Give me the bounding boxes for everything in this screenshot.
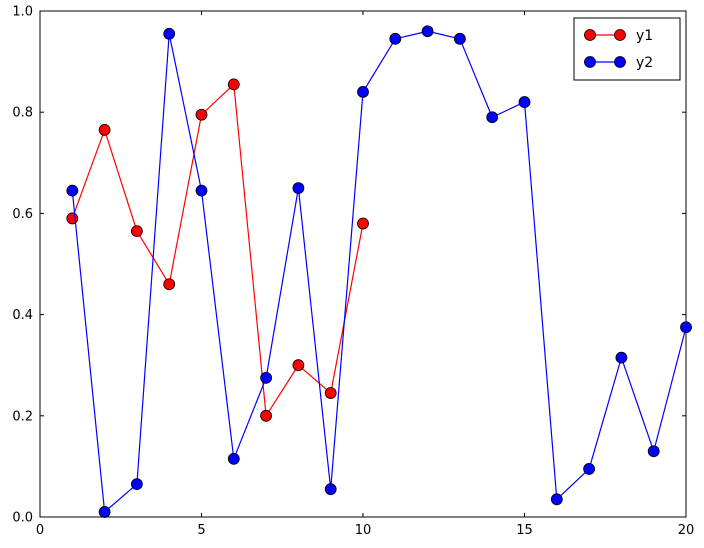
series-marker-y2 <box>227 452 240 465</box>
series-marker-y1 <box>260 409 273 422</box>
series-marker-y1 <box>292 359 305 372</box>
x-tick-label: 10 <box>355 523 372 538</box>
series-marker-y2 <box>453 32 466 45</box>
series-marker-y2 <box>518 96 531 108</box>
x-tick-label: 20 <box>678 523 695 538</box>
series-marker-y2 <box>163 27 176 40</box>
y-tick-label: 0.2 <box>12 409 33 424</box>
series-marker-y1 <box>227 78 240 91</box>
legend-label-y1: y1 <box>636 28 653 44</box>
y-tick-label: 0.4 <box>12 308 33 323</box>
series-marker-y2 <box>324 483 337 496</box>
series-marker-y2 <box>292 182 305 195</box>
x-tick-label: 0 <box>36 523 44 538</box>
y-tick-label: 1.0 <box>12 5 33 20</box>
series-marker-y2 <box>421 25 434 38</box>
series-marker-y2 <box>550 493 563 506</box>
series-marker-y2 <box>583 463 595 475</box>
series-marker-y2 <box>680 321 692 334</box>
series-marker-y1 <box>324 387 337 399</box>
series-line-y2 <box>71 30 687 513</box>
series-marker-y2 <box>130 478 143 491</box>
series-marker-y1 <box>130 225 143 238</box>
y-tick-label: 0.0 <box>12 511 33 526</box>
series-marker-y2 <box>195 184 208 197</box>
series-marker-y1 <box>163 278 176 291</box>
series-marker-y2 <box>260 371 273 384</box>
y-tick-label: 0.6 <box>12 207 33 222</box>
series-marker-y2 <box>647 445 660 458</box>
x-tick-label: 15 <box>516 523 533 538</box>
series-marker-y2 <box>66 184 79 197</box>
legend-box <box>573 17 681 81</box>
series-line-y1 <box>71 83 364 417</box>
legend-marker-y1 <box>584 29 596 41</box>
series-marker-y2 <box>615 351 628 364</box>
series-marker-y1 <box>66 212 79 225</box>
series-marker-y1 <box>195 108 208 121</box>
legend-marker-y1 <box>614 29 626 41</box>
legend-marker-y2 <box>584 56 596 68</box>
series-marker-y2 <box>486 111 499 124</box>
series-marker-y1 <box>357 217 369 230</box>
legend-label-y2: y2 <box>636 55 653 71</box>
legend-marker-y2 <box>614 56 626 68</box>
y-tick-label: 0.8 <box>12 106 33 121</box>
series-marker-y1 <box>98 124 111 136</box>
series-marker-y2 <box>357 86 369 98</box>
series-marker-y2 <box>98 506 111 518</box>
series-marker-y2 <box>389 32 402 45</box>
x-tick-label: 5 <box>197 523 205 538</box>
